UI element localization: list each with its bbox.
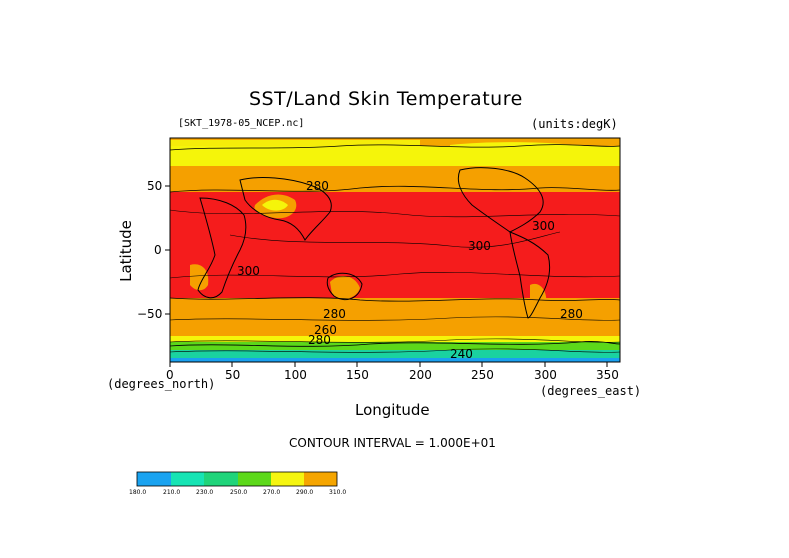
x-ticks: 0 50 100 150 200 250 300 350	[166, 362, 619, 382]
contour-label: 280	[560, 307, 583, 321]
tibet-core	[262, 199, 288, 211]
file-label: [SKT_1978-05_NCEP.nc]	[178, 118, 305, 129]
contour-label: 240	[450, 347, 473, 361]
contour-300	[229, 231, 561, 248]
contour-label: 300	[468, 239, 491, 253]
contour-240	[169, 348, 621, 353]
coast-asia	[239, 177, 332, 241]
x-tick-label: 0	[166, 368, 174, 382]
colorbar-label: 250.0	[230, 489, 247, 496]
colorbar-swatch	[304, 472, 337, 486]
y-tick-label: −50	[137, 307, 162, 321]
x-unit-right: (degrees_east)	[540, 384, 642, 398]
contour-label: 300	[237, 264, 260, 278]
colorbar-label: 270.0	[263, 489, 280, 496]
x-tick-label: 200	[409, 368, 432, 382]
y-tick-label: 0	[154, 243, 162, 257]
colorbar-label: 180.0	[129, 489, 146, 496]
x-tick-label: 350	[596, 368, 619, 382]
contour-280-south	[169, 297, 621, 302]
contour-290-south	[169, 271, 621, 279]
x-tick-label: 250	[471, 368, 494, 382]
contour-label: 300	[532, 219, 555, 233]
colorbar-label: 210.0	[163, 489, 180, 496]
colorbar-label: 290.0	[296, 489, 313, 496]
x-axis-label: Longitude	[355, 401, 430, 419]
colorbar-swatch	[137, 472, 171, 486]
coast-arctic	[169, 144, 621, 151]
band-south-mid	[170, 298, 620, 336]
contour-270-south	[169, 316, 621, 321]
contour-interval: CONTOUR INTERVAL = 1.000E+01	[289, 436, 496, 450]
x-tick-label: 100	[284, 368, 307, 382]
band-north-mid	[170, 166, 620, 192]
south-africa	[190, 264, 209, 291]
contour-260	[169, 338, 621, 343]
band-antarctic-teal	[170, 350, 620, 358]
map-title: SST/Land Skin Temperature	[249, 88, 523, 110]
coast-north-america	[457, 167, 544, 233]
colorbar-frame	[136, 471, 338, 487]
colorbar-label: 230.0	[196, 489, 213, 496]
band-antarctic-blue	[170, 358, 620, 362]
contour-280-north	[169, 185, 621, 193]
contour-290-north	[169, 209, 621, 218]
y-tick-label: 50	[147, 179, 162, 193]
south-america-south	[530, 283, 547, 315]
colorbar-label: 310.0	[329, 489, 346, 496]
x-tick-label: 150	[346, 368, 369, 382]
contour-label: 260	[314, 323, 337, 337]
coast-africa	[197, 197, 247, 299]
coast-australia	[326, 272, 363, 300]
units-label: (units:degK)	[531, 117, 618, 131]
colorbar-swatch	[271, 472, 304, 486]
colorbar-swatch	[171, 472, 204, 486]
band-antarctic-green	[170, 342, 620, 350]
coast-antarctica	[169, 341, 621, 347]
band-south-cold	[170, 336, 620, 342]
colorbar-swatch	[204, 472, 238, 486]
band-tropical-warm	[170, 192, 620, 298]
contour-label: 280	[308, 333, 331, 347]
contour-label: 280	[306, 179, 329, 193]
y-ticks: 50 0 −50	[137, 179, 170, 321]
colorbar-swatch	[238, 472, 271, 486]
plot-area: 280 300 300 300 280 280 260 240 280	[169, 137, 621, 363]
australia	[330, 276, 360, 299]
x-unit-left: (degrees_north)	[107, 377, 216, 391]
coast-south-america	[509, 231, 551, 319]
x-tick-label: 300	[534, 368, 557, 382]
colorbar: 180.0 210.0 230.0 250.0 270.0 290.0 310.…	[129, 471, 346, 496]
x-tick-label: 50	[225, 368, 240, 382]
contour-label: 280	[323, 307, 346, 321]
